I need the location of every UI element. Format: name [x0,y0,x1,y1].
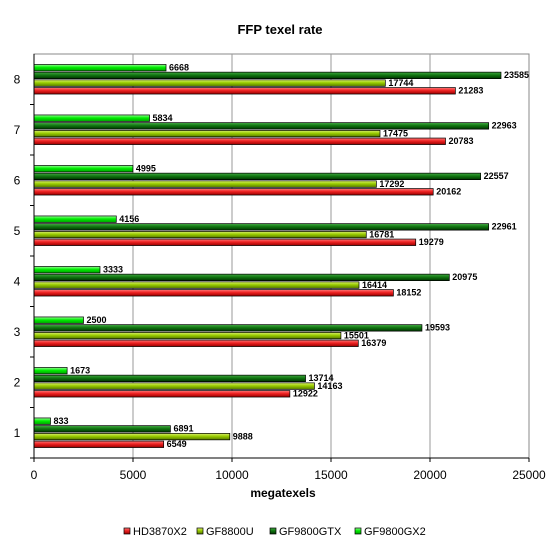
y-tick-label-3: 3 [14,325,21,339]
data-label-GF8800U-7: 17475 [383,128,408,138]
x-tick-label-3: 15000 [314,468,348,482]
bar-GF9800GX2-7 [33,114,150,122]
y-axis-tick-labels: 1 2 3 4 5 6 7 8 [14,72,34,459]
x-axis-label: megatexels [250,486,316,500]
bar-GF8800U-5 [33,231,367,239]
data-label-GF9800GTX-8: 23585 [504,70,529,80]
y-tick-label-8: 8 [14,72,21,86]
data-label-GF9800GTX-6: 22557 [484,171,509,181]
y-tick-label-1: 1 [14,426,21,440]
bar-HD3870X2-2 [33,390,291,398]
legend-swatch-HD3870X2 [123,527,131,535]
bar-GF9800GTX-1 [33,425,171,433]
data-label-GF8800U-6: 17292 [379,179,404,189]
data-labels: 6549988868918331292214163137141673163791… [53,62,529,449]
bar-HD3870X2-5 [33,238,417,246]
data-label-HD3870X2-1: 6549 [167,439,187,449]
bar-GF8800U-8 [33,79,386,87]
legend: HD3870X2 GF8800U GF9800GTX GF9800GX2 [123,526,426,538]
legend-item-GF9800GX2: GF9800GX2 [354,526,426,538]
bar-HD3870X2-1 [33,440,165,448]
data-label-GF9800GX2-6: 4995 [136,163,156,173]
data-label-GF9800GX2-3: 2500 [87,315,107,325]
data-label-GF9800GX2-7: 5834 [153,113,173,123]
data-label-HD3870X2-5: 19279 [419,237,444,247]
data-label-GF8800U-3: 15501 [344,330,369,340]
legend-label-HD3870X2: HD3870X2 [133,526,187,538]
data-label-GF8800U-1: 9888 [233,431,253,441]
bar-HD3870X2-7 [33,137,446,145]
data-label-HD3870X2-8: 21283 [458,86,483,96]
bar-GF9800GX2-6 [33,165,134,173]
bar-HD3870X2-4 [33,289,394,297]
legend-swatch-GF9800GX2 [354,527,362,535]
data-label-GF9800GX2-2: 1673 [70,365,90,375]
data-label-GF8800U-4: 16414 [362,280,387,290]
legend-swatch-GF8800U [196,527,204,535]
bar-GF9800GTX-7 [33,122,490,130]
legend-label-GF9800GTX: GF9800GTX [279,526,342,538]
chart-title: FFP texel rate [237,22,322,37]
data-label-GF9800GTX-4: 20975 [452,272,477,282]
data-label-GF9800GX2-4: 3333 [103,264,123,274]
bar-GF9800GTX-8 [33,71,502,80]
data-label-GF9800GX2-1: 833 [53,416,68,426]
bar-GF8800U-4 [33,281,360,289]
data-label-GF9800GTX-3: 19593 [425,323,450,333]
x-tick-label-1: 5000 [120,468,147,482]
legend-label-GF9800GX2: GF9800GX2 [364,526,426,538]
bar-GF8800U-2 [33,382,315,390]
bar-GF8800U-3 [33,332,342,340]
bar-GF9800GTX-2 [33,374,306,382]
y-tick-label-5: 5 [14,224,21,238]
bar-GF9800GX2-8 [33,64,167,72]
data-label-HD3870X2-4: 18152 [396,288,421,298]
y-tick-label-4: 4 [14,274,21,288]
bar-GF9800GTX-6 [33,172,481,180]
bar-GF8800U-7 [33,130,381,138]
data-label-GF9800GTX-1: 6891 [173,424,193,434]
data-label-GF8800U-8: 17744 [388,78,413,88]
bar-HD3870X2-6 [33,188,434,196]
x-tick-label-2: 10000 [215,468,249,482]
data-label-GF9800GTX-7: 22963 [492,121,517,131]
x-tick-label-4: 20000 [413,468,447,482]
y-tick-label-6: 6 [14,173,21,187]
data-label-HD3870X2-3: 16379 [361,338,386,348]
legend-item-GF9800GTX: GF9800GTX [269,526,342,538]
legend-item-HD3870X2: HD3870X2 [123,526,187,538]
data-label-GF8800U-5: 16781 [369,229,394,239]
bar-HD3870X2-8 [33,87,456,95]
plot-area: 6549988868918331292214163137141673163791… [33,53,530,459]
bar-HD3870X2-3 [33,339,359,347]
bar-GF9800GTX-5 [33,223,489,231]
bar-GF8800U-1 [33,433,231,441]
bar-GF9800GX2-1 [33,417,51,425]
legend-item-GF8800U: GF8800U [196,526,254,538]
bar-GF9800GX2-4 [33,266,101,274]
y-tick-label-2: 2 [14,375,21,389]
x-tick-label-5: 25000 [512,468,546,482]
data-label-GF9800GTX-5: 22961 [492,222,517,232]
data-label-HD3870X2-2: 12922 [293,389,318,399]
data-label-GF9800GX2-5: 4156 [119,214,139,224]
data-label-GF9800GX2-8: 6668 [169,62,189,72]
data-label-HD3870X2-7: 20783 [449,136,474,146]
data-label-GF8800U-2: 14163 [317,381,342,391]
bar-GF8800U-6 [33,180,377,188]
y-tick-label-7: 7 [14,123,21,137]
data-label-GF9800GTX-2: 13714 [309,373,334,383]
legend-swatch-GF9800GTX [269,527,277,535]
x-axis-tick-labels: 0 5000 10000 15000 20000 25000 [31,458,546,482]
bar-GF9800GX2-3 [33,316,84,324]
bar-GF9800GX2-2 [33,367,68,375]
bar-GF9800GX2-5 [33,215,117,223]
legend-label-GF8800U: GF8800U [206,526,254,538]
data-label-HD3870X2-6: 20162 [436,187,461,197]
x-tick-label-0: 0 [31,468,38,482]
